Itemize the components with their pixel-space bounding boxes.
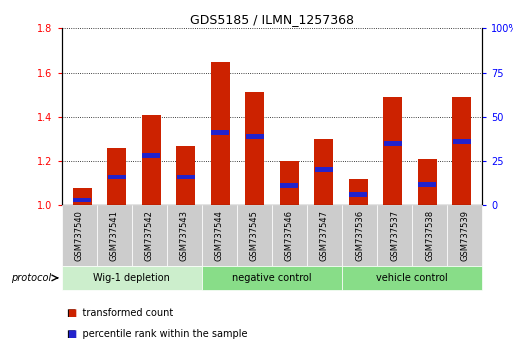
Text: vehicle control: vehicle control bbox=[376, 273, 448, 283]
Text: GSM737536: GSM737536 bbox=[355, 210, 364, 261]
Text: negative control: negative control bbox=[232, 273, 312, 283]
Title: GDS5185 / ILMN_1257368: GDS5185 / ILMN_1257368 bbox=[190, 13, 354, 26]
Bar bbox=[280, 161, 299, 205]
Text: ■: ■ bbox=[67, 308, 76, 318]
Bar bbox=[142, 153, 160, 158]
Bar bbox=[73, 198, 91, 202]
Bar bbox=[383, 97, 402, 205]
Bar bbox=[108, 175, 126, 179]
Text: GSM737544: GSM737544 bbox=[215, 210, 224, 261]
Bar bbox=[314, 167, 332, 172]
Text: Wig-1 depletion: Wig-1 depletion bbox=[93, 273, 170, 283]
Bar bbox=[245, 92, 264, 205]
Bar bbox=[418, 159, 437, 205]
Text: GSM737546: GSM737546 bbox=[285, 210, 294, 261]
Bar bbox=[349, 179, 368, 205]
Text: protocol: protocol bbox=[11, 273, 51, 283]
Text: GSM737538: GSM737538 bbox=[425, 210, 434, 261]
Text: ■  transformed count: ■ transformed count bbox=[67, 308, 173, 318]
Bar bbox=[314, 139, 333, 205]
Bar bbox=[418, 182, 436, 187]
Bar bbox=[176, 145, 195, 205]
Text: GSM737541: GSM737541 bbox=[110, 210, 119, 261]
Bar bbox=[452, 97, 471, 205]
Bar bbox=[211, 130, 229, 135]
Text: GSM737545: GSM737545 bbox=[250, 210, 259, 261]
Bar bbox=[73, 188, 92, 205]
Bar bbox=[176, 175, 195, 179]
Bar bbox=[384, 141, 402, 146]
Text: GSM737539: GSM737539 bbox=[460, 210, 469, 261]
Text: GSM737542: GSM737542 bbox=[145, 210, 154, 261]
Text: GSM737537: GSM737537 bbox=[390, 210, 399, 261]
Bar bbox=[452, 139, 470, 144]
Bar bbox=[246, 134, 264, 139]
Text: ■  percentile rank within the sample: ■ percentile rank within the sample bbox=[67, 329, 247, 339]
Text: GSM737547: GSM737547 bbox=[320, 210, 329, 261]
Text: GSM737543: GSM737543 bbox=[180, 210, 189, 261]
Bar bbox=[142, 115, 161, 205]
Text: GSM737540: GSM737540 bbox=[74, 210, 84, 261]
Bar bbox=[349, 192, 367, 197]
Bar bbox=[211, 62, 230, 205]
Bar bbox=[107, 148, 126, 205]
Bar bbox=[280, 183, 298, 188]
Text: ■: ■ bbox=[67, 329, 76, 339]
